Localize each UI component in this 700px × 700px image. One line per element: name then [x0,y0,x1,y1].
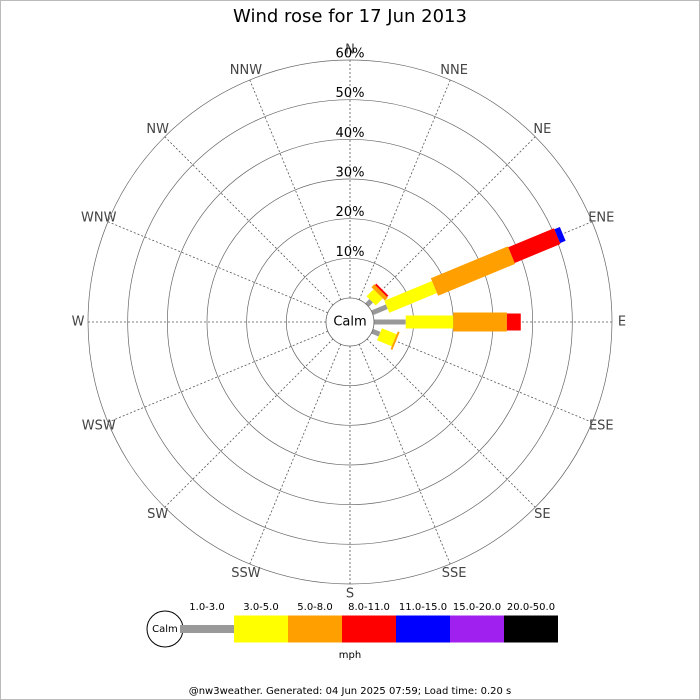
legend-label: 3.0-5.0 [243,602,278,613]
grid-ring [87,59,613,585]
footer: @nw3weather. Generated: 04 Jun 2025 07:5… [189,686,512,697]
direction-label: NW [146,122,169,137]
legend-swatch [180,625,234,633]
direction-label: N [345,43,355,58]
direction-label: WSW [82,419,116,434]
petal-segment [390,331,400,350]
legend-swatch [396,615,450,643]
legend-swatch [504,615,558,643]
r-tick-label: 60% [336,47,365,62]
legend-swatch [234,615,288,643]
legend-label: 15.0-20.0 [453,602,501,613]
direction-label: NNW [230,63,262,78]
petal-segment [374,283,389,298]
petal-segment [371,284,388,301]
chart-title: Wind rose for 17 Jun 2013 [233,6,467,27]
calm-circle [325,297,375,347]
r-tick-label: 10% [336,245,365,260]
legend-units: mph [339,650,361,661]
grid-ring [127,99,573,545]
legend-label: 5.0-8.0 [297,602,332,613]
direction-label: NNE [440,63,468,78]
petal-segment [371,328,381,337]
legend-swatch [288,615,342,643]
direction-label: SE [534,507,550,522]
petal-segment [506,313,521,331]
direction-label: SW [147,507,168,522]
direction-label: SSE [442,566,467,581]
calm-label: Calm [333,315,366,330]
r-tick-label: 40% [336,126,365,141]
r-tick-label: 20% [336,205,365,220]
direction-label: W [72,315,85,330]
petal-segment [374,319,406,325]
petal-segment [366,289,383,306]
direction-label: NE [533,122,551,137]
grid-ring [166,138,534,506]
r-tick-label: 50% [336,86,365,101]
petal-segment [453,312,507,332]
legend-label: 20.0-50.0 [507,602,555,613]
legend-label: 11.0-15.0 [399,602,447,613]
direction-label: S [346,587,354,602]
legend-label: 1.0-3.0 [189,602,224,613]
petal-segment [384,281,437,313]
legend-swatch [342,615,396,643]
legend-label: 8.0-11.0 [348,602,390,613]
petal-segment [508,228,561,263]
legend-calm-label: Calm [152,624,178,635]
direction-label: SSW [231,566,261,581]
direction-label: ESE [589,419,614,434]
direction-label: WNW [81,210,117,225]
petal-segment [377,328,397,347]
direction-label: ENE [588,210,614,225]
petal-segment [554,226,566,244]
direction-label: E [618,315,626,330]
legend-swatch [450,615,504,643]
petal-segment [430,246,516,296]
petal-segment [405,315,454,329]
petal-segment [371,304,388,316]
r-tick-label: 30% [336,166,365,181]
